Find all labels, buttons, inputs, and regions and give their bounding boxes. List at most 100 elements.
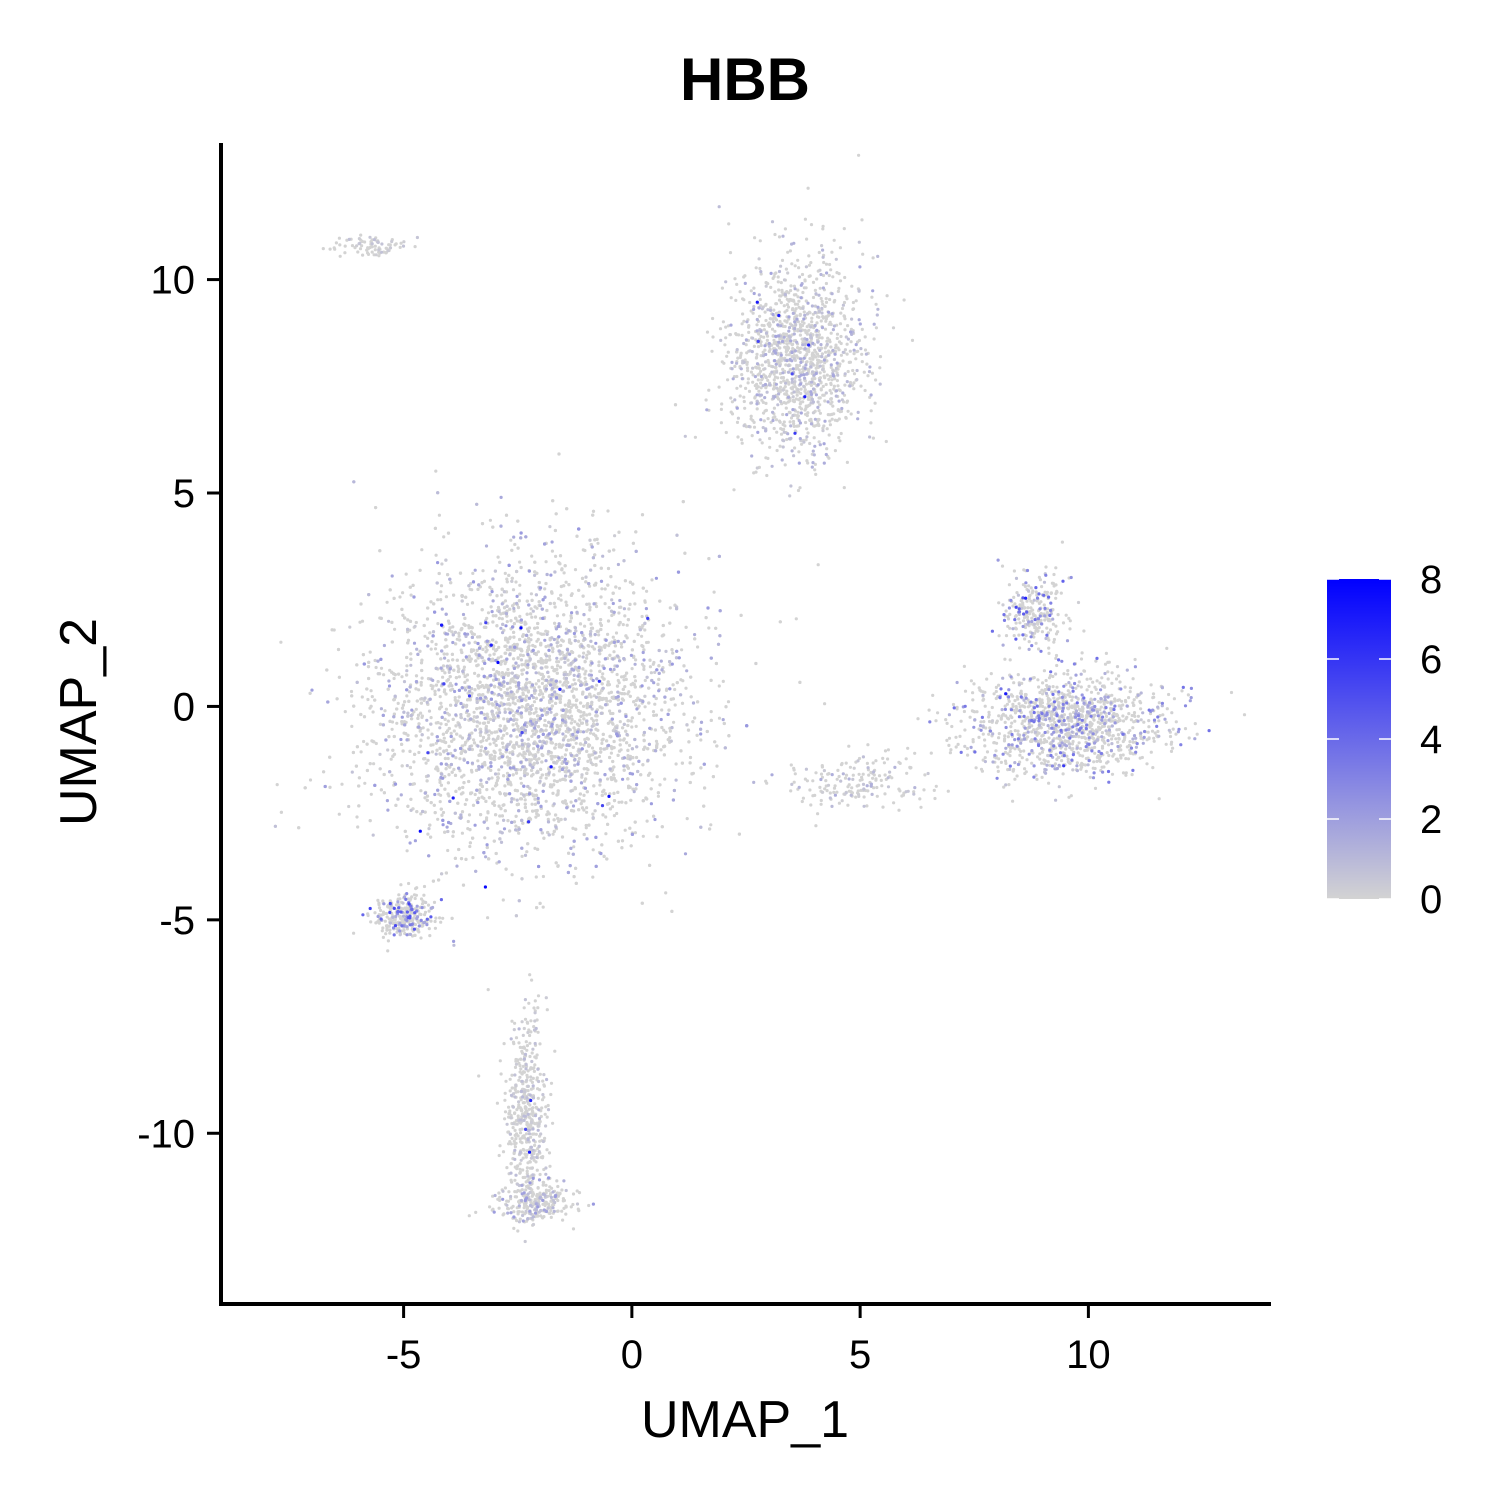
- data-point: [439, 598, 443, 602]
- data-point: [419, 789, 423, 793]
- data-point: [381, 899, 385, 903]
- data-point: [470, 632, 474, 636]
- data-point: [530, 802, 534, 806]
- data-point: [772, 308, 776, 312]
- data-point: [384, 932, 388, 936]
- data-point: [643, 600, 647, 604]
- data-point: [703, 786, 707, 790]
- data-point: [626, 766, 631, 770]
- data-point: [641, 763, 645, 767]
- data-point: [554, 813, 558, 817]
- data-point: [805, 352, 809, 356]
- data-point: [780, 258, 785, 262]
- data-point: [830, 250, 834, 254]
- data-point: [663, 777, 667, 781]
- data-point: [608, 807, 613, 811]
- data-point: [350, 694, 354, 698]
- data-point: [488, 593, 492, 597]
- data-point: [594, 727, 598, 731]
- data-point: [554, 554, 558, 559]
- data-point: [830, 378, 834, 382]
- data-point: [839, 431, 843, 436]
- data-point: [608, 734, 612, 739]
- data-point: [459, 648, 463, 652]
- data-point: [539, 643, 543, 647]
- data-point: [836, 346, 840, 350]
- data-point: [507, 671, 511, 675]
- data-point: [600, 587, 604, 591]
- data-point: [627, 784, 631, 788]
- data-point: [418, 729, 422, 733]
- data-point: [630, 716, 634, 720]
- data-point: [469, 657, 473, 661]
- data-point: [487, 733, 491, 737]
- data-point: [396, 897, 400, 901]
- data-point: [584, 823, 588, 828]
- data-point: [438, 916, 442, 920]
- data-point: [606, 509, 610, 513]
- data-point: [438, 800, 442, 804]
- data-point: [439, 920, 443, 924]
- data-point: [551, 647, 555, 651]
- data-point: [458, 757, 462, 761]
- data-point: [742, 298, 746, 302]
- data-point: [465, 678, 469, 682]
- data-point: [432, 602, 436, 606]
- data-point: [699, 738, 703, 742]
- data-point: [829, 331, 833, 335]
- data-point: [782, 332, 786, 336]
- data-point: [540, 760, 544, 764]
- data-point: [715, 764, 719, 768]
- data-point: [837, 436, 841, 440]
- data-point: [518, 583, 522, 587]
- data-point: [629, 844, 633, 848]
- data-point: [494, 851, 498, 856]
- data-point: [538, 901, 542, 906]
- data-point: [426, 903, 431, 907]
- data-point: [828, 419, 832, 423]
- data-point: [459, 857, 464, 861]
- data-point: [845, 460, 850, 464]
- data-point: [634, 658, 638, 662]
- data-point: [603, 587, 607, 591]
- data-point: [373, 911, 377, 915]
- data-point: [443, 717, 447, 722]
- data-point: [569, 738, 573, 742]
- data-point: [616, 753, 620, 758]
- data-point: [418, 649, 422, 653]
- data-point: [457, 631, 461, 636]
- data-point: [430, 640, 434, 644]
- data-point: [495, 821, 500, 825]
- data-point: [633, 820, 637, 824]
- data-point: [835, 332, 840, 336]
- data-point: [481, 569, 485, 573]
- data-point: [488, 518, 492, 522]
- data-point: [559, 584, 564, 589]
- data-point: [655, 835, 659, 839]
- data-point: [793, 385, 797, 389]
- data-point: [784, 406, 788, 410]
- data-point: [529, 758, 533, 762]
- data-point: [724, 705, 728, 709]
- data-point: [502, 733, 506, 738]
- data-point: [776, 389, 781, 393]
- data-point: [563, 703, 567, 707]
- data-point: [358, 620, 362, 624]
- data-point: [608, 755, 612, 760]
- data-point: [437, 878, 441, 882]
- data-point: [636, 632, 640, 637]
- data-point: [536, 714, 540, 718]
- data-point: [303, 786, 307, 790]
- data-point: [513, 702, 517, 706]
- data-point: [852, 352, 856, 356]
- data-point: [719, 421, 724, 425]
- data-point: [497, 670, 501, 675]
- data-point: [627, 607, 631, 611]
- data-point: [689, 695, 693, 699]
- data-point: [390, 773, 394, 777]
- data-point: [438, 706, 442, 710]
- data-point: [843, 383, 847, 387]
- data-point: [378, 549, 382, 553]
- data-point: [500, 617, 504, 621]
- data-point: [564, 748, 569, 752]
